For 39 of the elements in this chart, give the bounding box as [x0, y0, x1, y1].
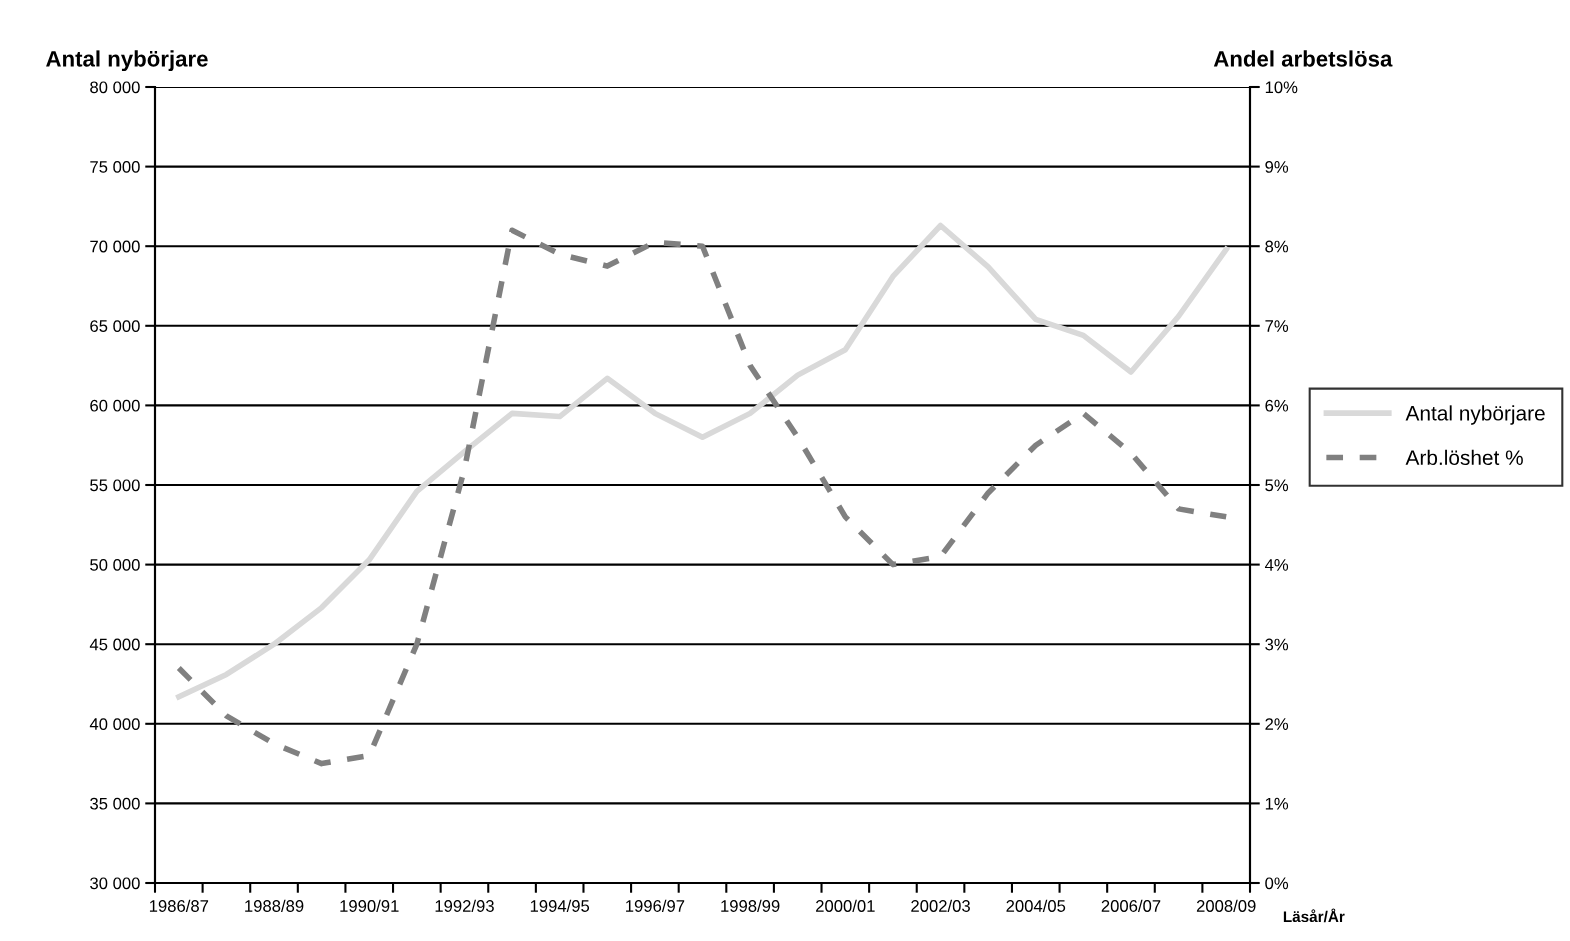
x-tick-label: 1996/97: [626, 899, 685, 912]
y2-tick-label: 6%: [1265, 399, 1289, 412]
y-tick-label: 40 000: [89, 718, 140, 730]
x-tick-label: 1998/99: [721, 899, 780, 912]
y2-tick-label: 4%: [1264, 559, 1289, 571]
y-tick-label: 60 000: [90, 399, 140, 412]
x-tick-label: 2002/03: [911, 899, 970, 912]
y-tick-label: 65 000: [90, 320, 140, 332]
y-tick-label: 80 000: [90, 81, 140, 94]
x-tick-label: 1992/93: [435, 899, 494, 912]
y2-axis-title: Andel arbetslösa: [1213, 50, 1393, 67]
x-axis-title: Läsår/År: [1283, 908, 1345, 923]
y-tick-label: 30 000: [90, 877, 140, 890]
y2-tick-label: 7%: [1265, 320, 1289, 332]
y2-tick-label: 9%: [1265, 161, 1289, 173]
legend-label: Arb.löshet %: [1405, 449, 1523, 466]
x-tick-label: 1986/87: [149, 899, 209, 912]
y-tick-label: 75 000: [90, 161, 140, 173]
x-tick-label: 2006/07: [1101, 899, 1161, 912]
y-tick-label: 70 000: [90, 240, 140, 253]
x-tick-label: 1988/89: [245, 899, 304, 912]
legend-label: Antal nybörjare: [1405, 405, 1545, 425]
y-axis-title: Antal nybörjare: [46, 50, 208, 72]
y2-tick-label: 8%: [1265, 240, 1289, 253]
y2-tick-label: 3%: [1265, 638, 1289, 651]
y-tick-label: 45 000: [89, 638, 140, 651]
y-tick-label: 55 000: [90, 479, 140, 492]
x-tick-label: 2004/05: [1006, 899, 1066, 912]
x-tick-label: 1994/95: [530, 899, 590, 912]
x-tick-label: 1990/91: [340, 899, 399, 912]
y-tick-label: 35 000: [90, 797, 140, 810]
x-tick-label: 2000/01: [816, 899, 875, 912]
y2-tick-label: 5%: [1265, 479, 1289, 492]
y2-tick-label: 2%: [1265, 718, 1289, 730]
y2-tick-label: 1%: [1265, 797, 1289, 810]
x-tick-label: 2008/09: [1196, 899, 1256, 912]
y2-tick-label: 0%: [1265, 877, 1289, 890]
y-tick-label: 50 000: [90, 559, 140, 571]
y2-tick-label: 10%: [1265, 81, 1298, 94]
